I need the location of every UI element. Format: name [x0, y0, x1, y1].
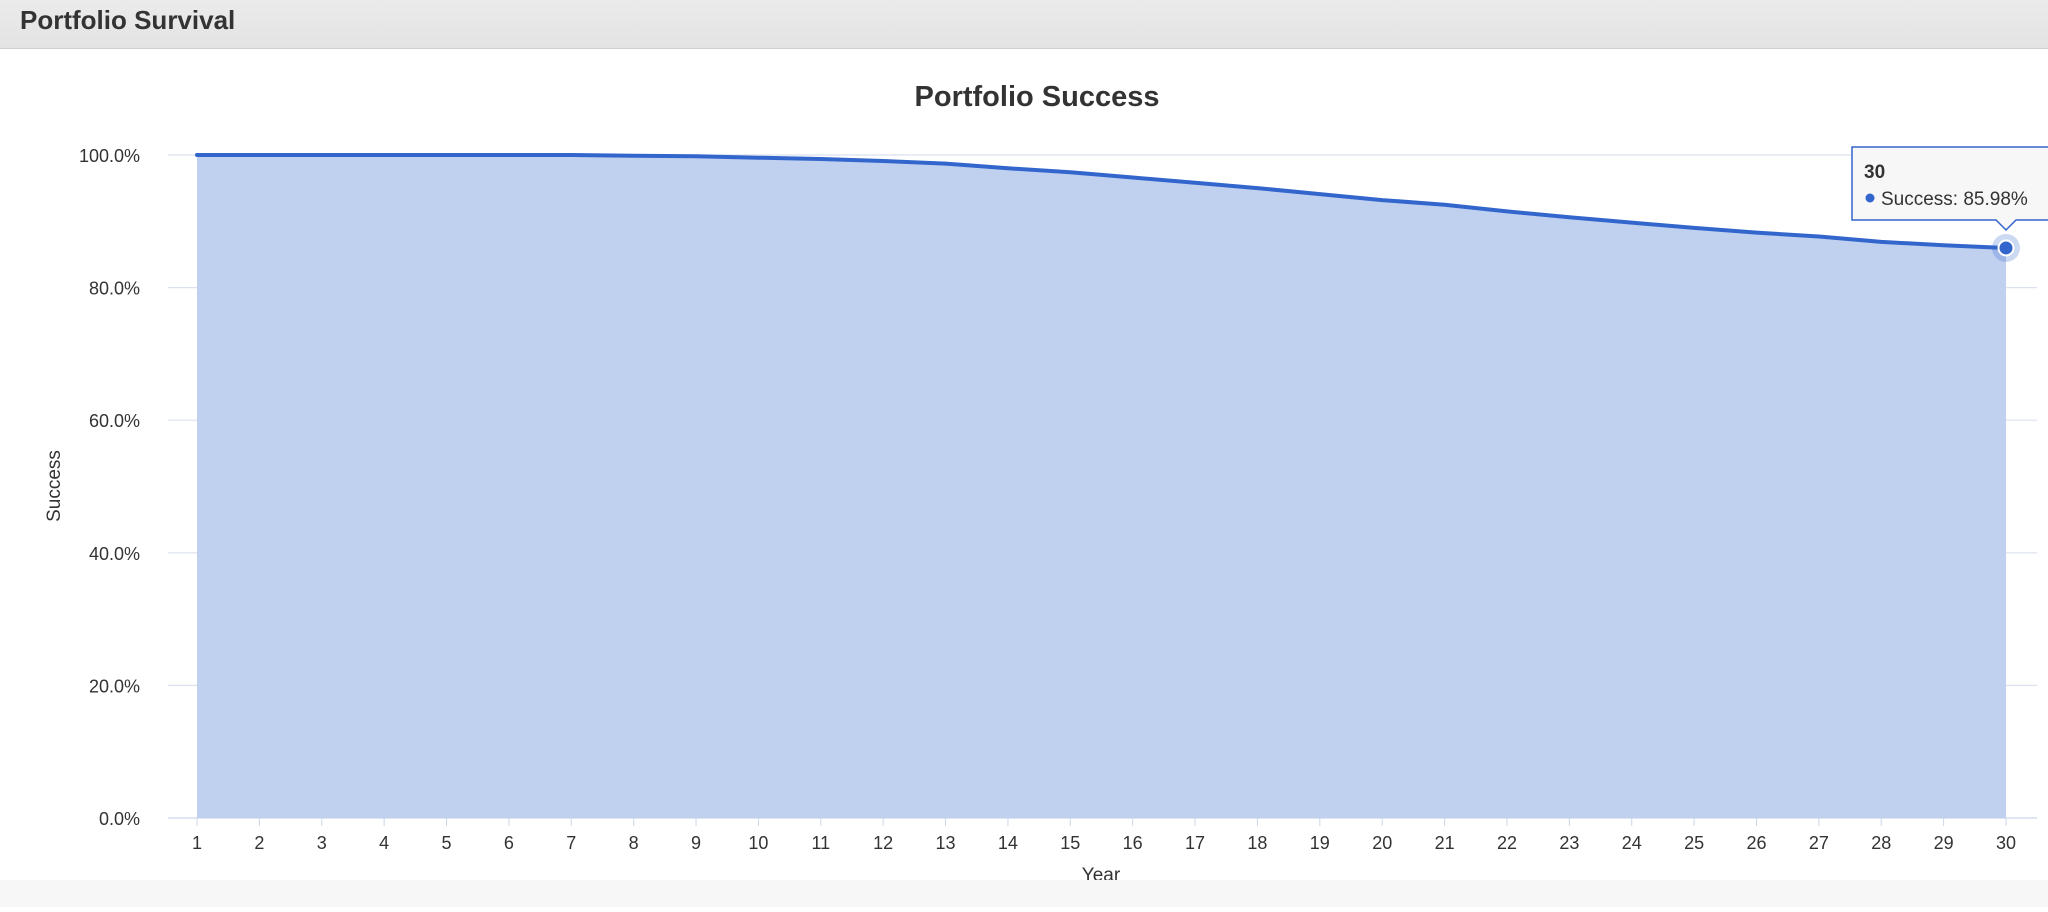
data-point[interactable]: [755, 155, 761, 161]
data-point[interactable]: [1192, 180, 1198, 186]
data-point[interactable]: [444, 152, 450, 158]
chart-title: Portfolio Success: [915, 81, 1160, 113]
x-tick-label: 28: [1871, 833, 1891, 853]
area-fill-layer: [197, 155, 2006, 818]
y-axis-ticks: 0.0% 20.0% 40.0% 60.0% 80.0% 100.0%: [79, 146, 140, 829]
x-tick-label: 17: [1185, 833, 1205, 853]
hover-point-layer: [1992, 233, 2020, 262]
x-tick-label: 13: [936, 833, 956, 853]
x-tick-label: 27: [1809, 833, 1829, 853]
data-point[interactable]: [693, 153, 699, 159]
x-tick-label: 9: [691, 833, 701, 853]
footer-strip: [0, 880, 2048, 907]
data-point[interactable]: [381, 152, 387, 158]
data-point[interactable]: [1754, 230, 1760, 236]
x-tick-label: 24: [1622, 833, 1642, 853]
data-point[interactable]: [1317, 191, 1323, 197]
success-area: [197, 155, 2006, 818]
x-tick-label: 16: [1123, 833, 1143, 853]
data-point[interactable]: [818, 156, 824, 162]
x-tick-label: 30: [1996, 833, 2016, 853]
data-point[interactable]: [194, 152, 200, 158]
x-tick-label: 19: [1310, 833, 1330, 853]
y-tick-label: 0.0%: [99, 809, 140, 829]
data-point[interactable]: [880, 158, 886, 164]
y-tick-label: 80.0%: [89, 279, 140, 299]
hover-point[interactable]: [1997, 239, 2015, 257]
tooltip-value: Success: 85.98%: [1881, 189, 2028, 210]
chart-area: Portfolio Success 0.0% 20.0% 40.0% 60.0% 80.…: [0, 49, 2048, 907]
x-axis-ticks: 1 2 3 4 5 6 7 8 9 10 11 12 13 14 15 16 17 18 19 20 21 22 23 24 2…: [192, 818, 2016, 853]
data-point[interactable]: [568, 152, 574, 158]
data-point[interactable]: [1504, 208, 1510, 214]
x-tick-label: 25: [1684, 833, 1704, 853]
x-tick-label: 12: [873, 833, 893, 853]
panel-header: Portfolio Survival: [0, 0, 2048, 49]
y-tick-label: 60.0%: [89, 411, 140, 431]
data-point[interactable]: [1005, 165, 1011, 171]
data-point[interactable]: [256, 152, 262, 158]
x-tick-label: 2: [254, 833, 264, 853]
data-point[interactable]: [1254, 185, 1260, 191]
tooltip-box: [1851, 146, 2048, 232]
x-tick-label: 29: [1934, 833, 1954, 853]
x-tick-label: 5: [442, 833, 452, 853]
x-tick-label: 10: [748, 833, 768, 853]
data-point[interactable]: [1941, 242, 1947, 248]
x-tick-label: 3: [317, 833, 327, 853]
data-point[interactable]: [1566, 214, 1572, 220]
data-point[interactable]: [1878, 239, 1884, 245]
x-tick-label: 7: [566, 833, 576, 853]
data-point[interactable]: [1691, 225, 1697, 231]
tooltip-series-marker: [1865, 193, 1875, 203]
x-tick-label: 21: [1435, 833, 1455, 853]
x-tick-label: 11: [811, 833, 830, 853]
x-tick-label: 4: [379, 833, 389, 853]
data-point[interactable]: [1130, 175, 1136, 181]
data-point[interactable]: [943, 161, 949, 167]
data-point[interactable]: [1442, 202, 1448, 208]
data-point[interactable]: [631, 153, 637, 159]
portfolio-success-chart: Portfolio Success 0.0%20.0%40.0%60.0%80.…: [44, 81, 2048, 886]
x-tick-label: 8: [629, 833, 639, 853]
data-point[interactable]: [506, 152, 512, 158]
x-tick-label: 1: [192, 833, 202, 853]
data-point[interactable]: [1067, 169, 1073, 175]
y-tick-label: 100.0%: [79, 146, 140, 166]
y-tick-label: 20.0%: [89, 676, 140, 696]
x-tick-label: 26: [1746, 833, 1766, 853]
x-tick-label: 18: [1247, 833, 1267, 853]
data-point[interactable]: [319, 152, 325, 158]
x-tick-label: 15: [1060, 833, 1080, 853]
data-point[interactable]: [1816, 234, 1822, 240]
x-tick-label: 6: [504, 833, 514, 853]
x-tick-label: 20: [1372, 833, 1392, 853]
y-tick-label: 40.0%: [89, 544, 140, 564]
data-point[interactable]: [1629, 220, 1635, 226]
x-tick-label: 22: [1497, 833, 1517, 853]
y-axis-label: Success: [44, 450, 65, 522]
data-point[interactable]: [1379, 197, 1385, 203]
x-tick-label: 23: [1559, 833, 1579, 853]
success-line: [195, 153, 2008, 250]
tooltip-header: 30: [1864, 162, 1885, 183]
x-tick-label: 14: [998, 833, 1018, 853]
panel-title: Portfolio Survival: [20, 5, 236, 35]
tooltip: 30 Success: 85.98%: [1851, 146, 2048, 232]
line-layer: [194, 152, 2008, 250]
